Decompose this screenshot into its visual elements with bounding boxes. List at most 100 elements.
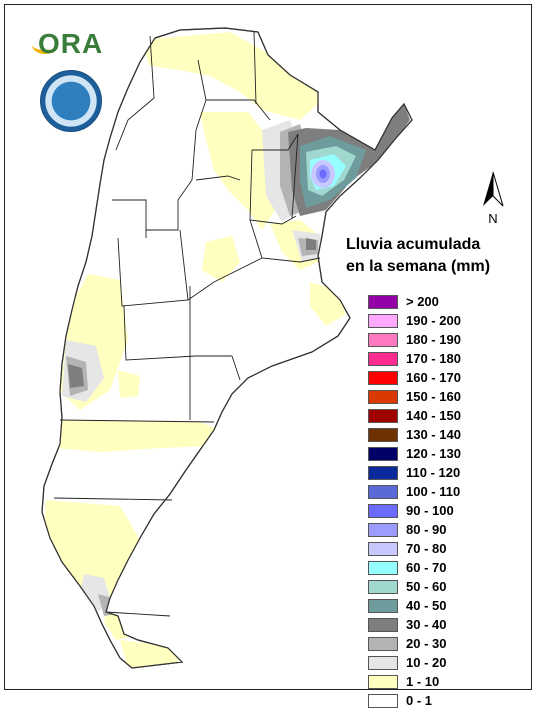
legend-label: 140 - 150 [406, 408, 461, 423]
north-arrow-icon: N [483, 171, 504, 226]
ora-logo: ORA [38, 28, 104, 59]
province-border [187, 257, 263, 301]
legend-swatch [368, 294, 398, 309]
legend-swatch [368, 370, 398, 385]
weather-service-seal-icon [40, 70, 102, 132]
legend-item: 170 - 180 [368, 349, 526, 368]
province-border [117, 229, 189, 307]
rain-zone-darkgray [306, 238, 316, 250]
province-border [123, 305, 232, 361]
legend-label: 10 - 20 [406, 655, 447, 670]
legend-swatch [368, 655, 398, 670]
rain-zone-yellow [202, 236, 240, 282]
province-border [53, 497, 173, 501]
province-border [249, 219, 321, 263]
legend-item: 1 - 10 [368, 672, 526, 691]
legend-item: 70 - 80 [368, 539, 526, 558]
legend-swatch [368, 674, 398, 689]
legend-label: 160 - 170 [406, 370, 461, 385]
province-border [115, 35, 155, 151]
legend-item: 30 - 40 [368, 615, 526, 634]
legend-item: 0 - 1 [368, 691, 526, 710]
rain-zone-darkgray [68, 364, 84, 388]
legend-label: 20 - 30 [406, 636, 447, 651]
legend-item: 100 - 110 [368, 482, 526, 501]
legend-item: 20 - 30 [368, 634, 526, 653]
legend-label: 150 - 160 [406, 389, 461, 404]
legend-label: 80 - 90 [406, 522, 447, 537]
legend-swatch [368, 598, 398, 613]
legend-label: 40 - 50 [406, 598, 447, 613]
ora-logo-swoosh [32, 36, 58, 54]
legend-label: 100 - 110 [406, 484, 461, 499]
legend-title-line2: en la semana (mm) [346, 258, 491, 275]
legend-swatch [368, 313, 398, 328]
province-border [291, 133, 299, 219]
legend-swatch [368, 503, 398, 518]
rainfall-legend: Lluvia acumulada en la semana (mm) > 200… [346, 234, 526, 710]
legend-title-line1: Lluvia acumulada [346, 236, 481, 253]
legend-swatch [368, 408, 398, 423]
legend-item: 140 - 150 [368, 406, 526, 425]
rain-zone-blue [319, 169, 327, 179]
legend-label: 50 - 60 [406, 579, 447, 594]
legend-swatch [368, 541, 398, 556]
legend-swatch [368, 560, 398, 575]
legend-swatch [368, 465, 398, 480]
legend-item: 90 - 100 [368, 501, 526, 520]
legend-label: 30 - 40 [406, 617, 447, 632]
legend-swatch [368, 389, 398, 404]
legend-swatch [368, 579, 398, 594]
rain-zone-yellow [50, 420, 220, 452]
legend-label: 70 - 80 [406, 541, 447, 556]
province-border [231, 355, 241, 381]
legend-swatch [368, 446, 398, 461]
legend-swatch [368, 636, 398, 651]
legend-label: 90 - 100 [406, 503, 454, 518]
legend-swatch [368, 427, 398, 442]
legend-item: 180 - 190 [368, 330, 526, 349]
province-border [59, 419, 215, 423]
legend-swatch [368, 617, 398, 632]
legend-items: > 200 190 - 200 180 - 190 170 - 180 160 - 17… [368, 292, 526, 710]
legend-item: 80 - 90 [368, 520, 526, 539]
legend-label: > 200 [406, 294, 439, 309]
province-border [195, 175, 241, 181]
province-border [249, 149, 297, 225]
legend-swatch [368, 351, 398, 366]
north-label: N [488, 211, 497, 226]
province-border [146, 99, 207, 231]
legend-label: 1 - 10 [406, 674, 440, 689]
legend-label: 110 - 120 [406, 465, 461, 480]
legend-label: 60 - 70 [406, 560, 447, 575]
legend-item: 150 - 160 [368, 387, 526, 406]
rain-zone-yellow [200, 112, 275, 230]
rain-zone-yellow [44, 500, 140, 606]
legend-label: 170 - 180 [406, 351, 461, 366]
legend-label: 0 - 1 [406, 693, 433, 708]
legend-item: 120 - 130 [368, 444, 526, 463]
legend-item: 190 - 200 [368, 311, 526, 330]
rain-zone-yellow [118, 370, 140, 398]
rain-zone-yellow [140, 32, 322, 120]
province-border [252, 133, 299, 151]
legend-item: > 200 [368, 292, 526, 311]
legend-swatch [368, 522, 398, 537]
legend-label: 130 - 140 [406, 427, 461, 442]
legend-item: 40 - 50 [368, 596, 526, 615]
legend-item: 130 - 140 [368, 425, 526, 444]
province-border [253, 31, 257, 105]
legend-label: 180 - 190 [406, 332, 461, 347]
province-border [105, 611, 171, 617]
legend-swatch [368, 484, 398, 499]
legend-item: 110 - 120 [368, 463, 526, 482]
legend-label: 120 - 130 [406, 446, 461, 461]
legend-item: 50 - 60 [368, 577, 526, 596]
legend-item: 10 - 20 [368, 653, 526, 672]
province-borders [53, 31, 321, 617]
legend-item: 160 - 170 [368, 368, 526, 387]
legend-swatch [368, 332, 398, 347]
rainfall-zones [44, 32, 410, 668]
legend-label: 190 - 200 [406, 313, 461, 328]
